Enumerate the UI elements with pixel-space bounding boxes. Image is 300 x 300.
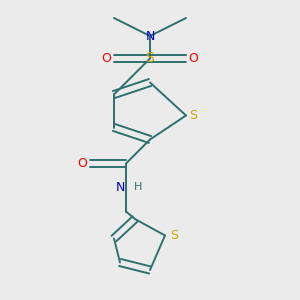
Text: O: O <box>78 157 87 170</box>
Text: N: N <box>145 29 155 43</box>
Text: O: O <box>189 52 198 65</box>
Text: S: S <box>190 109 197 122</box>
Text: O: O <box>102 52 111 65</box>
Text: N: N <box>115 181 125 194</box>
Text: H: H <box>134 182 142 193</box>
Text: S: S <box>170 229 178 242</box>
Text: S: S <box>146 52 154 65</box>
